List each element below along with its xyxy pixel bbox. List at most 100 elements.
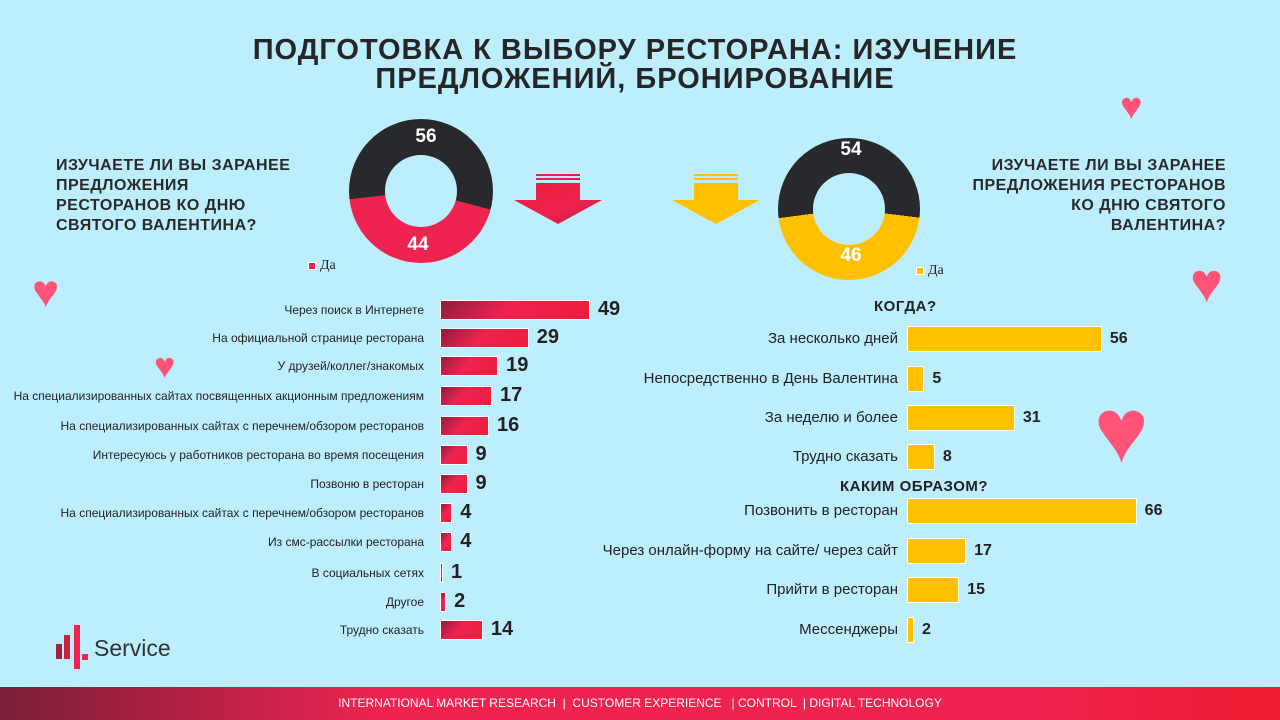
bar-value: 31: [1022, 409, 1041, 426]
right-donut-label-no: 54: [840, 139, 862, 160]
bar: [907, 617, 914, 643]
bar: [907, 538, 967, 564]
bar-value: 2: [454, 590, 466, 612]
how-heading: КАКИМ ОБРАЗОМ?: [840, 478, 989, 495]
bar-label: Через онлайн-форму на сайте/ через сайт: [602, 542, 898, 559]
bar-value: 9: [475, 472, 487, 494]
bar: [907, 498, 1137, 524]
legend-label: Да: [320, 258, 336, 273]
bar-value: 29: [536, 326, 559, 348]
bar-row: В социальных сетях 1: [0, 561, 640, 584]
bar-row: Через онлайн-форму на сайте/ через сайт 1…: [0, 538, 1090, 564]
bar: [907, 366, 925, 392]
bar-label: Мессенджеры: [799, 621, 898, 638]
bar-value: 4: [460, 501, 472, 523]
bar: [440, 386, 493, 406]
bar-row: Позвоню в ресторан 9: [0, 472, 640, 495]
left-donut-label-no: 56: [415, 126, 437, 147]
bar-label: Трудно сказать: [792, 448, 898, 465]
logo: Service: [54, 625, 184, 669]
bar-row: На официальной странице ресторана 29: [0, 326, 640, 349]
bar-row: У друзей/коллег/знакомых 19: [0, 354, 640, 377]
bar: [907, 577, 960, 603]
bar-value: 14: [490, 618, 514, 640]
bar: [440, 328, 529, 348]
bar-row: На специализированных сайтах с перечнем/…: [0, 501, 640, 524]
bar: [440, 620, 483, 640]
bar-row: За несколько дней 56: [0, 326, 1128, 352]
bar-row: Прийти в ресторан 15: [0, 577, 1090, 603]
bar-value: 8: [942, 448, 952, 465]
bar-row: Из смс-рассылки ресторана 4: [0, 530, 640, 553]
heart-icon: ♥: [1190, 251, 1224, 314]
bar-value: 15: [967, 581, 985, 598]
when-heading: КОГДА?: [874, 298, 937, 315]
red-arrow-down-icon: [514, 174, 602, 224]
bar: [440, 503, 453, 523]
bar-label: На официальной странице ресторана: [212, 331, 424, 345]
right-donut-label-yes: 46: [840, 245, 862, 266]
bar-label: У друзей/коллег/знакомых: [277, 359, 425, 373]
left-donut-label-yes: 44: [407, 234, 429, 255]
bar-row: На специализированных сайтах посвященных…: [0, 384, 640, 407]
legend-swatch: [916, 267, 924, 275]
right-legend: Да: [916, 263, 944, 279]
bar-label: Через поиск в Интернете: [284, 303, 424, 317]
bar-value: 19: [506, 354, 529, 376]
left-legend: Да: [308, 258, 336, 274]
bar-label: На специализированных сайтах посвященных…: [13, 389, 424, 403]
bar-label: На специализированных сайтах с перечнем/…: [60, 419, 424, 433]
bar: [440, 592, 447, 612]
bar-value: 66: [1144, 502, 1163, 519]
bar-label: Позвонить в ресторан: [744, 502, 898, 519]
page-title: ПОДГОТОВКА К ВЫБОРУ РЕСТОРАНА: ИЗУЧЕНИЕ П…: [0, 36, 1270, 94]
heart-icon: ♥: [154, 345, 176, 386]
bar: [440, 416, 489, 436]
bar-label: В социальных сетях: [311, 566, 424, 580]
bar-value: 17: [974, 542, 992, 559]
bar-row: Позвонить в ресторан 66: [0, 498, 1162, 524]
bar-row: Трудно сказать 8: [0, 444, 1090, 470]
bar-label: За неделю и более: [764, 409, 898, 426]
bar-row: Интересуюсь у работников ресторана во вр…: [0, 443, 640, 466]
left-question: ИЗУЧАЕТЕ ЛИ ВЫ ЗАРАНЕЕ ПРЕДЛОЖЕНИЯ РЕСТО…: [56, 157, 291, 234]
bar-label: Интересуюсь у работников ресторана во вр…: [92, 448, 424, 462]
bar-value: 9: [475, 443, 487, 465]
bar-label: Из смс-рассылки ресторана: [268, 535, 424, 549]
bar-row: За неделю и более 31: [0, 405, 1090, 431]
bar: [440, 532, 453, 552]
footer-text: INTERNATIONAL MARKET RESEARCH | CUSTOMER…: [338, 696, 942, 710]
bar-label: Прийти в ресторан: [766, 581, 898, 598]
bar-row: Мессенджеры 2: [0, 617, 1090, 643]
legend-swatch: [308, 262, 316, 270]
legend-label: Да: [928, 263, 944, 278]
right-donut-hole: [813, 173, 885, 245]
bar: [440, 563, 444, 583]
bar-row: Трудно сказать 14: [0, 618, 640, 641]
bar-value: 4: [460, 530, 472, 552]
bar-value: 2: [921, 621, 931, 638]
logo-text: Service: [94, 635, 171, 661]
title-line-2: ПРЕДЛОЖЕНИЙ, БРОНИРОВАНИЕ: [375, 63, 895, 95]
bar-label: Трудно сказать: [339, 623, 424, 637]
bar: [440, 356, 499, 376]
bar: [907, 444, 935, 470]
bar-value: 56: [1109, 330, 1128, 347]
bar-value: 49: [597, 298, 621, 320]
bar: [907, 326, 1102, 352]
heart-icon: ♥: [32, 265, 60, 317]
bar: [440, 300, 590, 320]
bar-value: 17: [500, 384, 523, 406]
bar-value: 5: [932, 370, 942, 387]
bar-row: Непосредственно в День Валентина 5: [0, 366, 1090, 392]
bar: [440, 445, 468, 465]
bar-row: На специализированных сайтах с перечнем/…: [0, 414, 640, 437]
heart-icon: ♥: [1094, 380, 1149, 482]
bar-value: 1: [451, 561, 463, 583]
bar-row: Другое 2: [0, 590, 640, 613]
left-donut-hole: [385, 155, 457, 227]
heart-icon: ♥: [1120, 86, 1143, 128]
yellow-arrow-down-icon: [672, 174, 760, 224]
bar-label: На специализированных сайтах с перечнем/…: [60, 506, 424, 520]
bar: [440, 474, 468, 494]
